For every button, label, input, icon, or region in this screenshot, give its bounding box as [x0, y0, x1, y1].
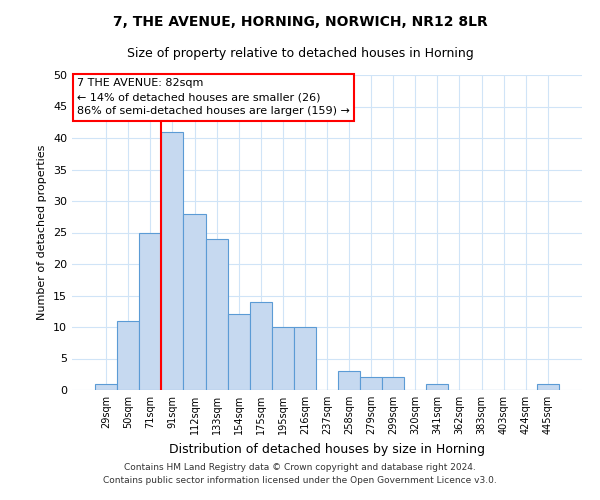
Text: 7 THE AVENUE: 82sqm
← 14% of detached houses are smaller (26)
86% of semi-detach: 7 THE AVENUE: 82sqm ← 14% of detached ho…: [77, 78, 350, 116]
Bar: [206, 239, 227, 390]
Text: Size of property relative to detached houses in Horning: Size of property relative to detached ho…: [127, 48, 473, 60]
Y-axis label: Number of detached properties: Number of detached properties: [37, 145, 47, 320]
Bar: [250, 302, 272, 390]
Bar: [95, 384, 117, 390]
Bar: [272, 327, 294, 390]
Bar: [117, 320, 139, 390]
Bar: [338, 371, 360, 390]
Bar: [161, 132, 184, 390]
Bar: [227, 314, 250, 390]
Bar: [139, 232, 161, 390]
Text: 7, THE AVENUE, HORNING, NORWICH, NR12 8LR: 7, THE AVENUE, HORNING, NORWICH, NR12 8L…: [113, 15, 487, 29]
Bar: [427, 384, 448, 390]
Bar: [184, 214, 206, 390]
Text: Contains public sector information licensed under the Open Government Licence v3: Contains public sector information licen…: [103, 476, 497, 485]
Bar: [382, 378, 404, 390]
X-axis label: Distribution of detached houses by size in Horning: Distribution of detached houses by size …: [169, 442, 485, 456]
Bar: [360, 378, 382, 390]
Bar: [537, 384, 559, 390]
Text: Contains HM Land Registry data © Crown copyright and database right 2024.: Contains HM Land Registry data © Crown c…: [124, 464, 476, 472]
Bar: [294, 327, 316, 390]
